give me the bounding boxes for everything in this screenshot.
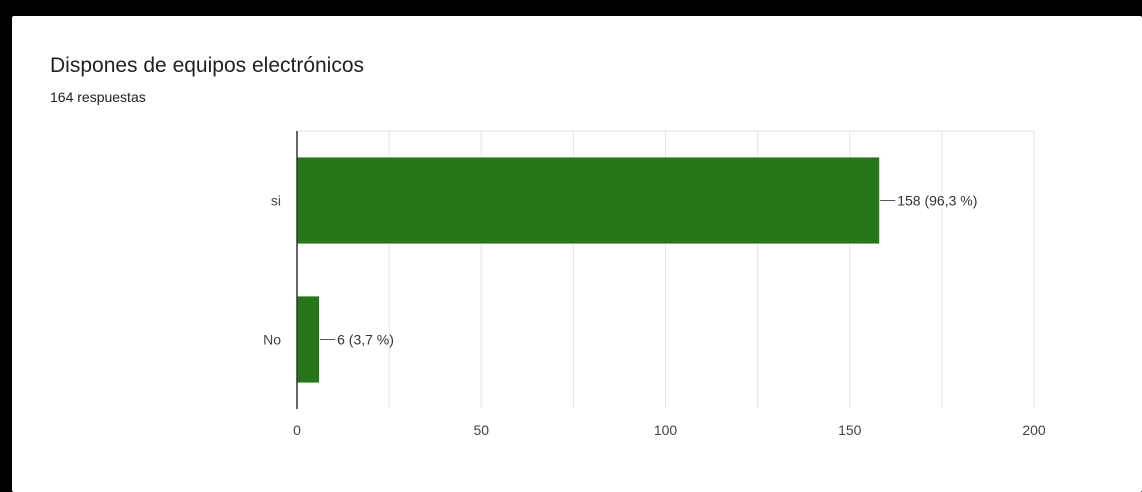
- data-label: 158 (96,3 %): [897, 193, 977, 209]
- data-label: 6 (3,7 %): [337, 332, 394, 348]
- x-tick-label: 100: [654, 422, 678, 438]
- bar-si: [297, 157, 880, 244]
- x-tick-label: 150: [838, 422, 862, 438]
- chart-title: Dispones de equipos electrónicos: [50, 54, 365, 77]
- chart-card: Dispones de equipos electrónicos 164 res…: [12, 16, 1142, 492]
- bars: [297, 157, 880, 383]
- response-count: 164 respuestas: [50, 89, 146, 105]
- x-tick-label: 50: [473, 422, 489, 438]
- bar-chart: si 158 (96,3 %) No 6 (3,7 %) 0 50 100 150 200: [263, 130, 1046, 439]
- bar-no: [297, 296, 320, 383]
- category-label: No: [263, 332, 281, 348]
- x-tick-label: 0: [293, 422, 301, 438]
- x-tick-label: 200: [1022, 422, 1046, 438]
- category-label: si: [271, 193, 281, 209]
- labels: si 158 (96,3 %) No 6 (3,7 %) 0 50 100 150 200: [263, 193, 1046, 439]
